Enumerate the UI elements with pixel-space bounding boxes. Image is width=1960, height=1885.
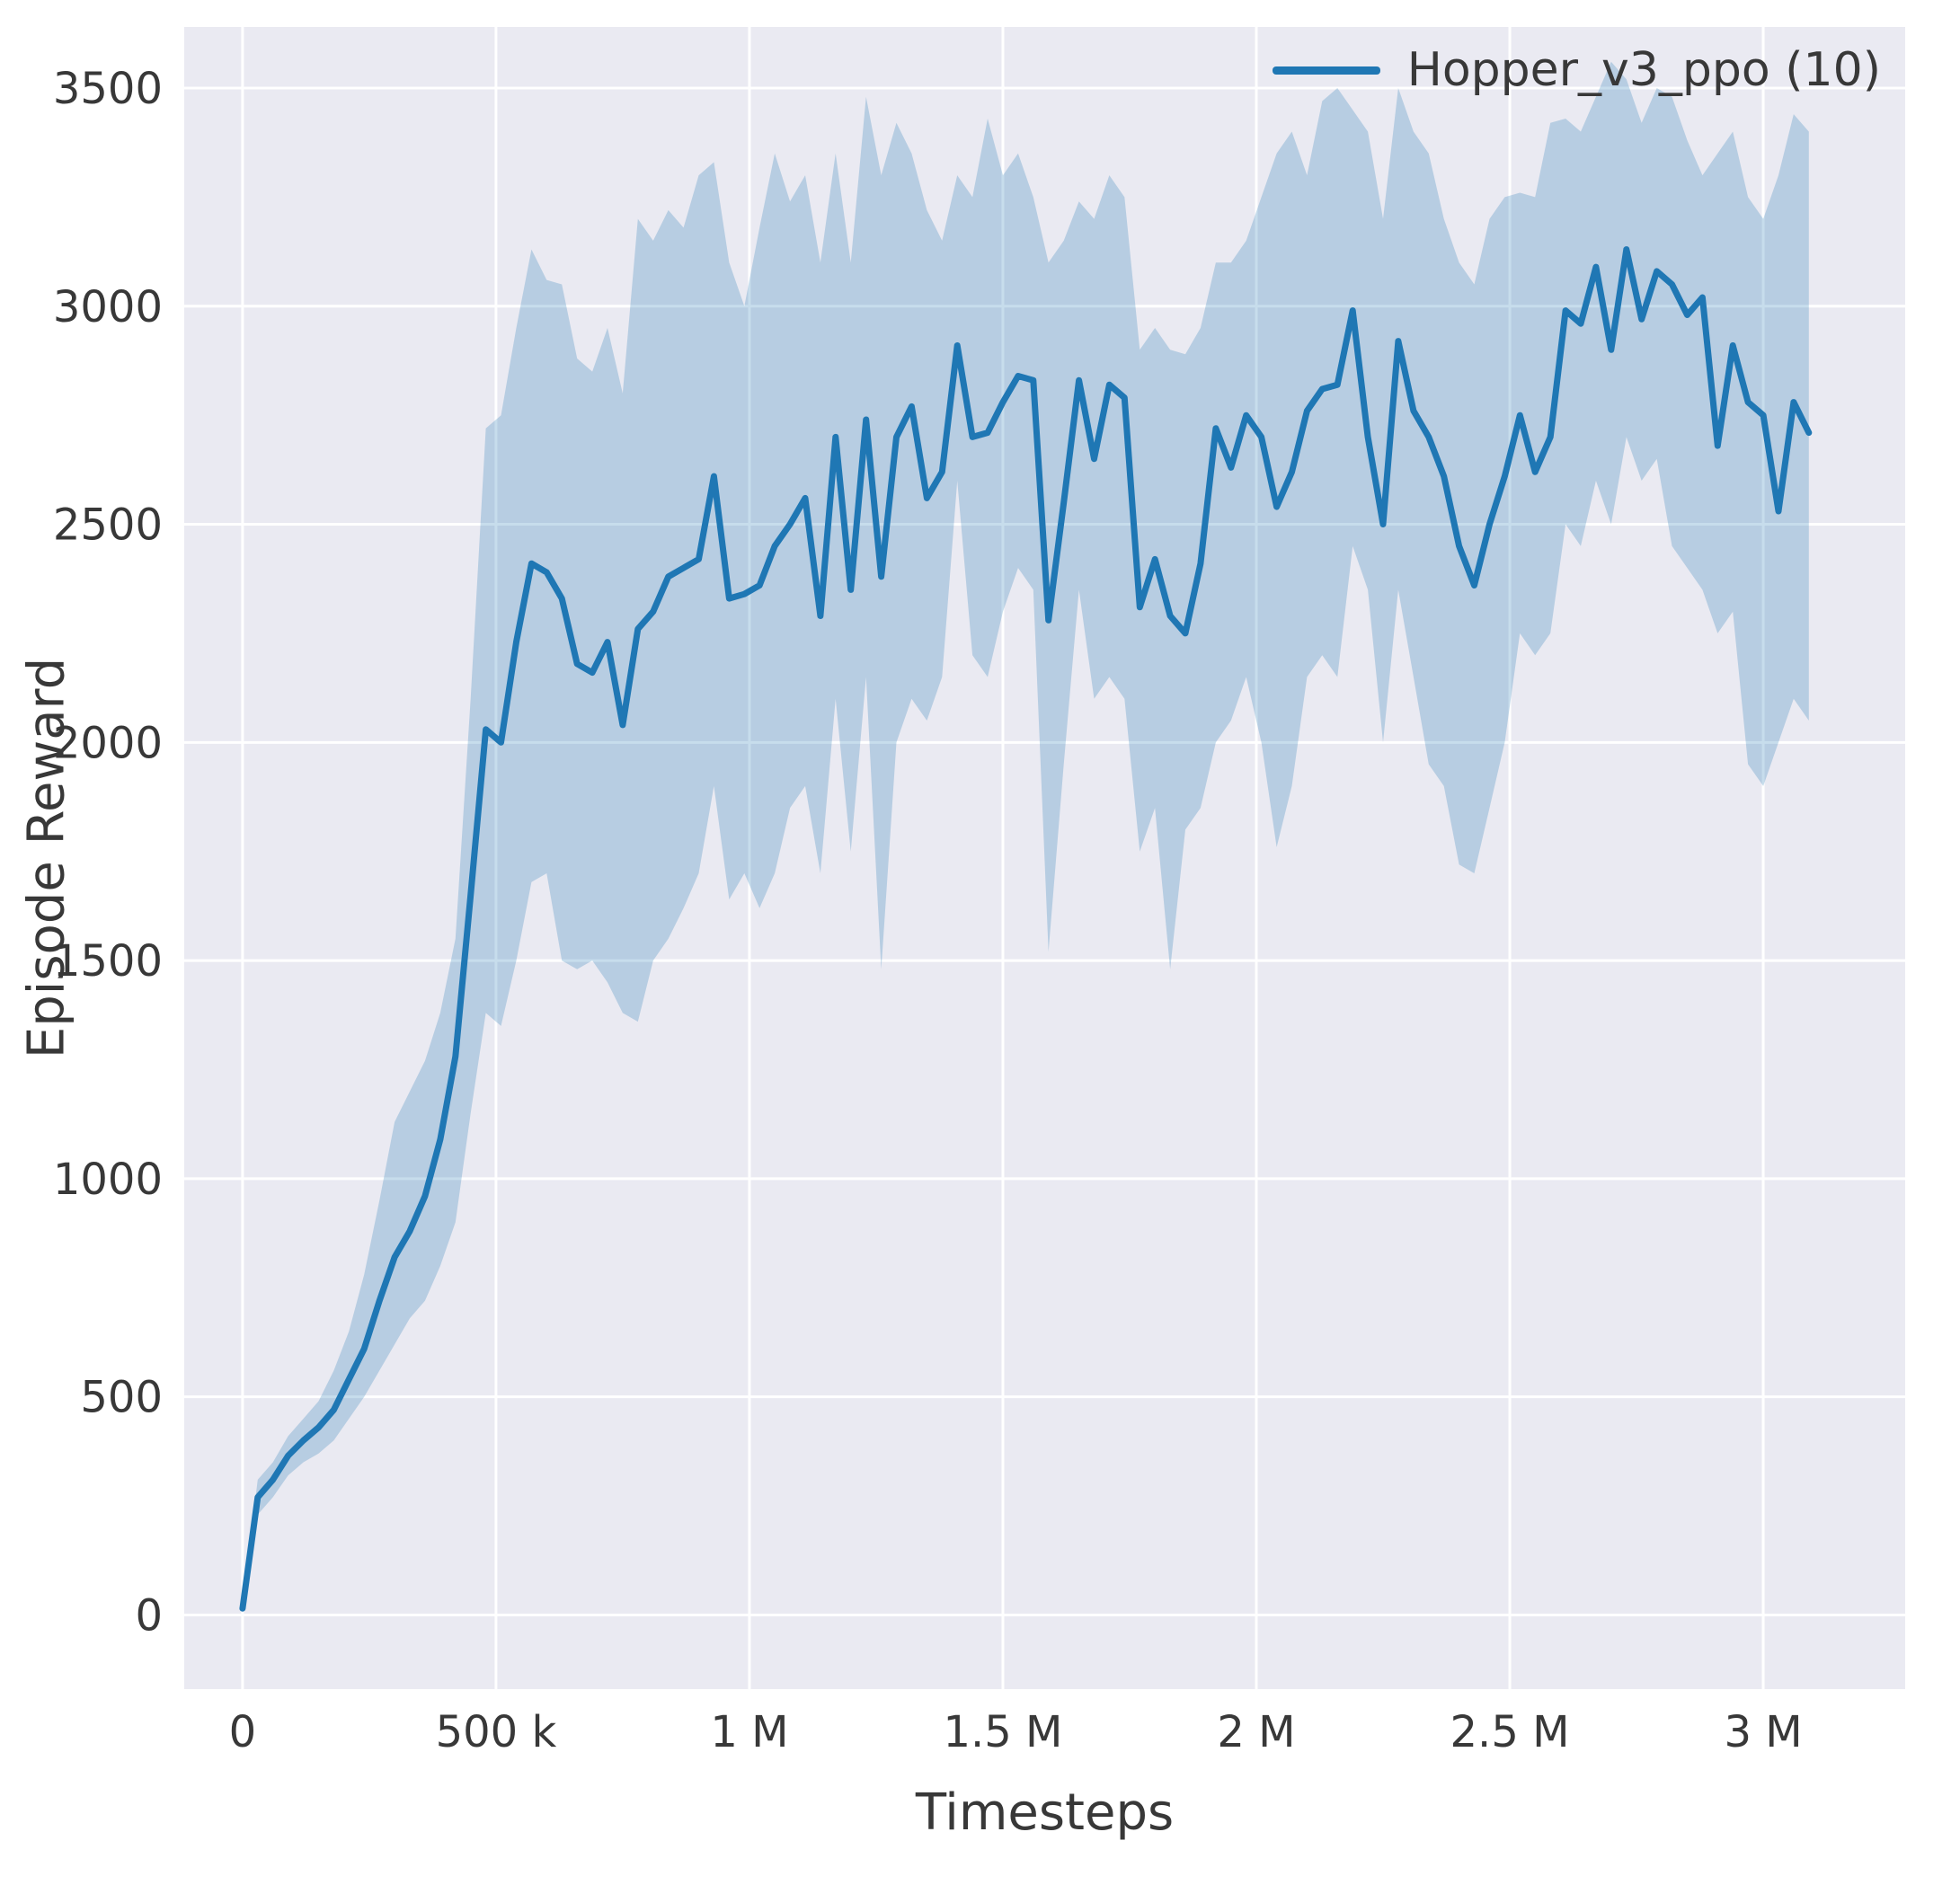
y-tick-label: 2500 [53, 500, 163, 551]
y-tick-label: 0 [135, 1590, 163, 1641]
x-tick-label: 1 M [710, 1707, 788, 1757]
y-tick-label: 2000 [53, 718, 163, 768]
x-tick-label: 3 M [1724, 1707, 1802, 1757]
confidence-band [242, 61, 1809, 1613]
x-axis-label: Timesteps [915, 1783, 1175, 1842]
x-tick-label: 2.5 M [1450, 1707, 1570, 1757]
x-tick-label: 1.5 M [943, 1707, 1062, 1757]
y-tick-label: 1000 [53, 1155, 163, 1205]
mean-line [239, 246, 1813, 1612]
y-tick-label: 3000 [53, 282, 163, 332]
legend-line-swatch [1272, 66, 1380, 75]
legend: Hopper_v3_ppo (10) [1272, 43, 1881, 97]
x-tick-label: 2 M [1217, 1707, 1295, 1757]
legend-label: Hopper_v3_ppo (10) [1406, 43, 1881, 97]
y-tick-label: 1500 [53, 936, 163, 987]
x-tick-label: 500 k [436, 1707, 557, 1757]
x-tick-label: 0 [229, 1707, 257, 1757]
y-axis-label: Episode Reward [17, 657, 76, 1059]
y-tick-label: 3500 [53, 64, 163, 114]
y-tick-label: 500 [80, 1373, 163, 1423]
